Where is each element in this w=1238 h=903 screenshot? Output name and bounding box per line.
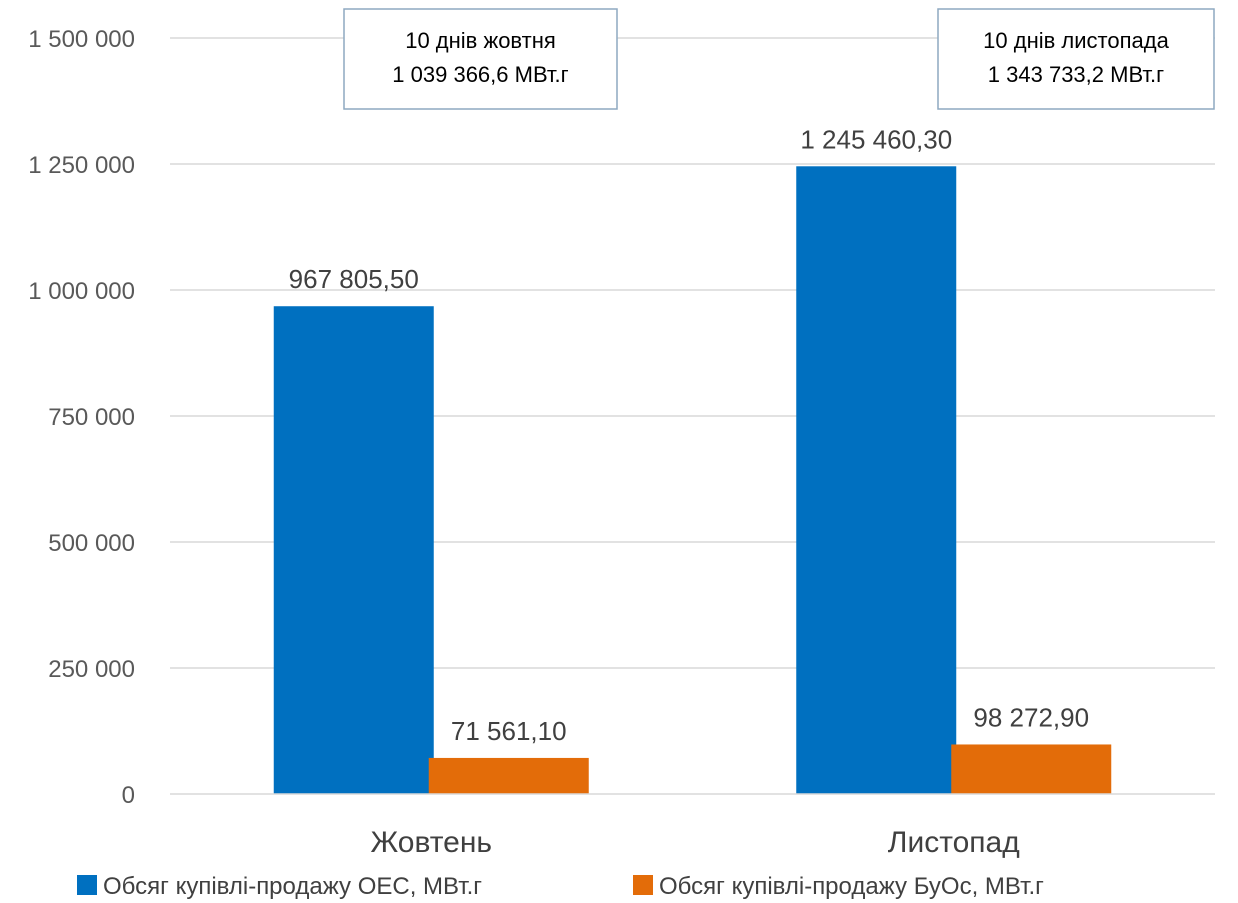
annotation-box <box>343 8 618 110</box>
data-label: 98 272,90 <box>973 702 1089 732</box>
bar <box>273 306 434 794</box>
y-tick-label: 0 <box>122 782 135 809</box>
bar <box>951 744 1112 794</box>
annotation-line: 10 днів жовтня <box>405 28 556 53</box>
bars <box>273 166 1112 794</box>
annotation-line: 1 039 366,6 МВт.г <box>392 62 568 87</box>
bar <box>428 757 589 794</box>
category-labels: Жовтень Листопад <box>370 826 1019 859</box>
annotations: 10 днів жовтня 1 039 366,6 МВт.г 10 днів л… <box>343 8 1215 110</box>
data-label: 967 805,50 <box>289 264 419 294</box>
y-tick-label: 500 000 <box>48 530 135 557</box>
annotation-line: 10 днів листопада <box>983 28 1169 53</box>
x-tick-label: Жовтень <box>370 826 492 859</box>
y-tick-label: 1 000 000 <box>28 278 135 305</box>
y-tick-label: 750 000 <box>48 404 135 431</box>
bar <box>796 166 957 794</box>
annotation-box <box>937 8 1215 110</box>
y-tick-label: 1 500 000 <box>28 26 135 53</box>
y-tick-label: 1 250 000 <box>28 152 135 179</box>
data-label: 71 561,10 <box>451 716 567 746</box>
x-tick-label: Листопад <box>888 826 1020 859</box>
data-labels: 967 805,50 71 561,10 1 245 460,30 98 272,90 <box>289 124 1089 746</box>
legend-swatch <box>633 875 653 895</box>
legend-label: Обсяг купівлі-продажу БуОс, МВт.г <box>659 873 1044 900</box>
legend-swatch <box>77 875 97 895</box>
y-axis-ticks: 0 250 000 500 000 750 000 1 000 000 1 250 000… <box>28 26 135 809</box>
y-tick-label: 250 000 <box>48 656 135 683</box>
data-label: 1 245 460,30 <box>800 124 952 154</box>
legend-label: Обсяг купівлі-продажу ОЕС, МВт.г <box>103 873 482 900</box>
legend: Обсяг купівлі-продажу ОЕС, МВт.г Обсяг ку… <box>77 873 1044 900</box>
annotation-line: 1 343 733,2 МВт.г <box>988 62 1164 87</box>
